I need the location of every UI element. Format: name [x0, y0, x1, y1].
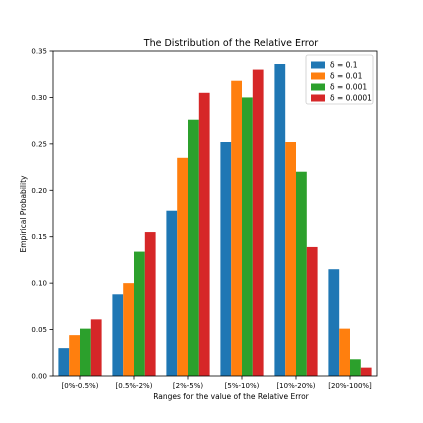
bar-3-3: [188, 119, 199, 377]
bar-3-5: [296, 171, 307, 376]
legend-label: δ = 0.01: [330, 72, 363, 81]
bar-2-2: [123, 283, 134, 376]
y-tick-label: 0.25: [31, 140, 47, 148]
bar-2-5: [285, 142, 296, 376]
y-axis-label: Empirical Probability: [19, 175, 28, 252]
legend-label: δ = 0.001: [330, 83, 367, 92]
legend-label: δ = 0.1: [330, 61, 358, 70]
x-tick-label: [10%-20%): [276, 382, 315, 390]
bars-layer: [58, 64, 372, 377]
bar-2-1: [69, 335, 80, 376]
bar-4-3: [198, 92, 210, 376]
bar-3-2: [134, 251, 145, 376]
bar-4-1: [90, 319, 102, 376]
legend-swatch: [311, 61, 325, 69]
x-tick-label: [20%-100%]: [328, 382, 372, 390]
y-tick-label: 0.00: [31, 373, 47, 381]
x-tick-label: [2%-5%): [173, 382, 203, 390]
y-tick-label: 0.15: [31, 233, 47, 241]
bar-4-2: [144, 232, 156, 376]
bar-3-6: [350, 359, 361, 376]
legend-swatch: [311, 72, 325, 80]
bar-1-3: [166, 210, 178, 376]
bar-2-3: [177, 157, 188, 376]
bar-1-4: [220, 142, 232, 376]
y-tick-label: 0.35: [31, 48, 47, 56]
legend-swatch: [311, 94, 325, 102]
chart-title: The Distribution of the Relative Error: [143, 38, 318, 49]
y-tick-label: 0.05: [31, 326, 47, 334]
bar-3-1: [80, 328, 91, 376]
x-axis-label: Ranges for the value of the Relative Err…: [153, 392, 309, 401]
bar-3-4: [242, 97, 253, 377]
bar-4-5: [306, 246, 318, 376]
bar-2-4: [231, 80, 242, 377]
legend-swatch: [311, 83, 325, 91]
legend: δ = 0.1 δ = 0.01 δ = 0.001 δ = 0.0001: [305, 54, 374, 105]
x-tick-label: [0%-0.5%): [62, 382, 99, 390]
bar-1-2: [112, 294, 124, 376]
y-tick-label: 0.10: [31, 280, 47, 288]
bar-2-6: [339, 328, 350, 376]
bar-4-6: [360, 367, 372, 376]
y-tick-label: 0.30: [31, 94, 47, 102]
bar-1-6: [328, 269, 340, 376]
bar-1-5: [274, 64, 286, 376]
legend-label: δ = 0.0001: [330, 94, 372, 103]
bar-4-4: [252, 69, 264, 376]
x-tick-label: [5%-10%): [225, 382, 260, 390]
y-tick-label: 0.20: [31, 187, 47, 195]
bar-1-1: [58, 348, 70, 376]
axes-layer: 0.00 0.05 0.10 0.15 0.20 0.25 0.30 0.35 [0%-0.5%…: [31, 48, 378, 390]
x-tick-label: [0.5%-2%): [116, 382, 153, 390]
plot-frame: [52, 50, 378, 377]
